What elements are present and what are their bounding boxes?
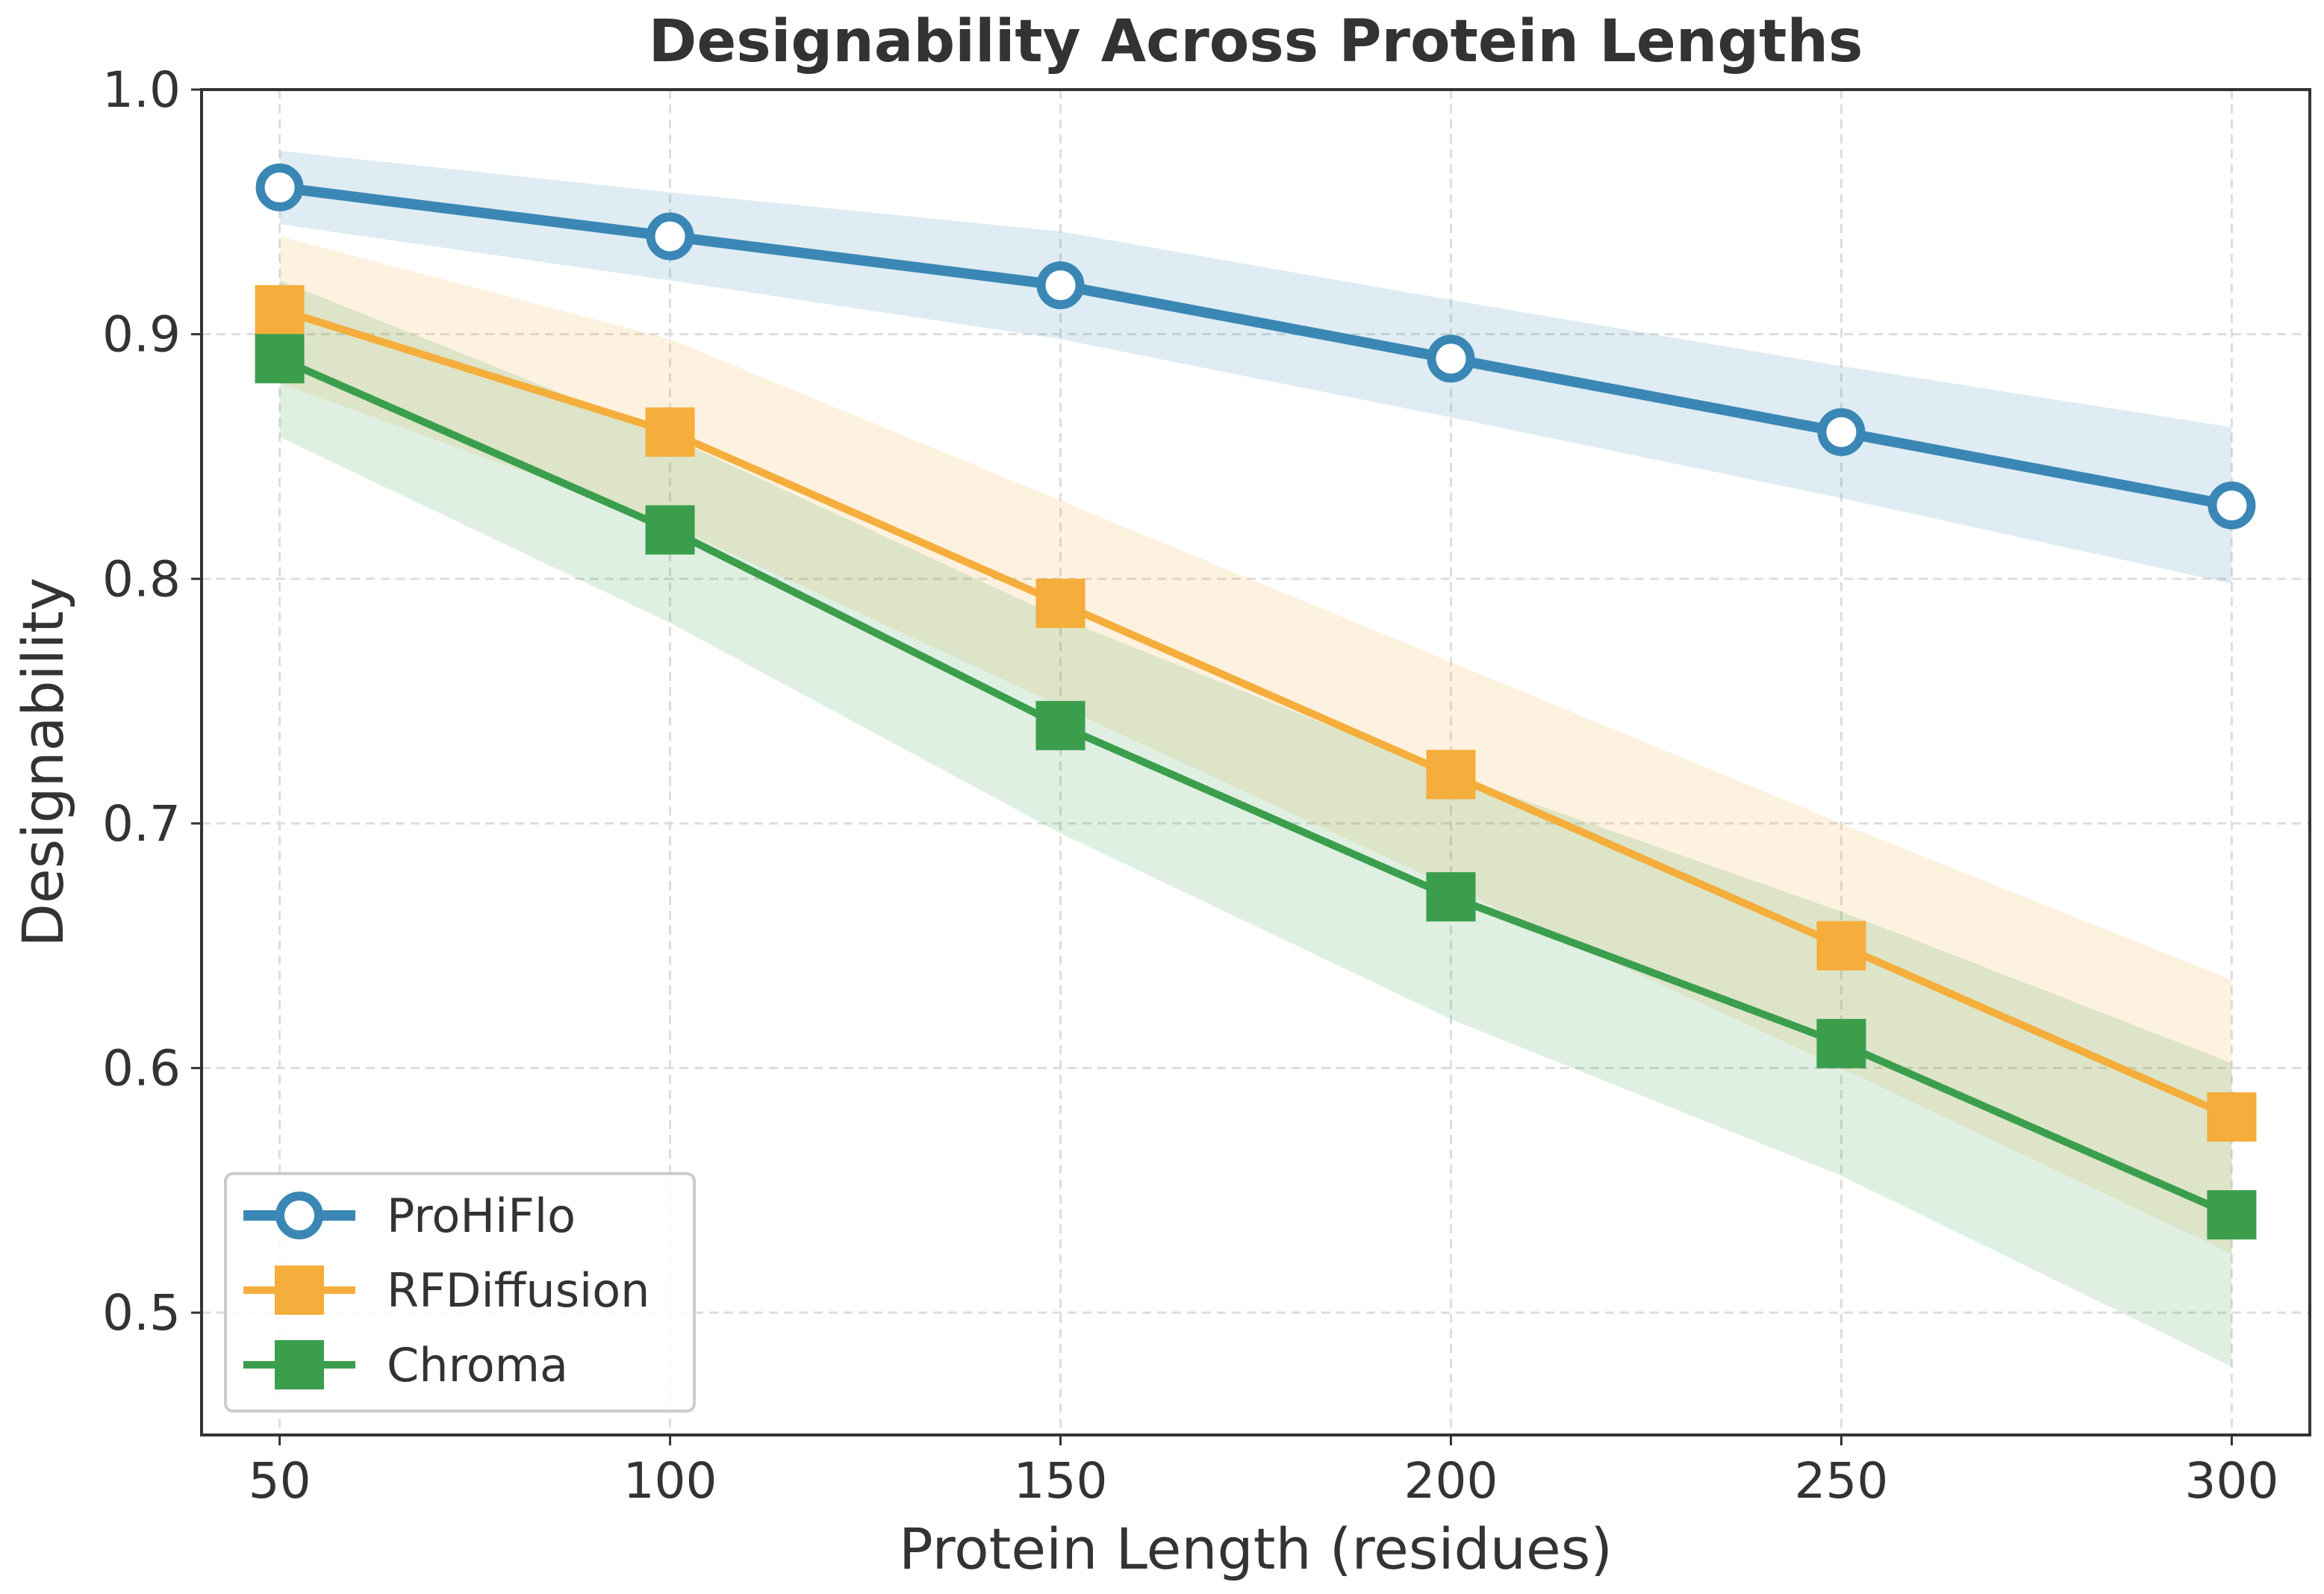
y-tick-label: 0.8: [102, 550, 181, 608]
legend-marker-prohiflo: [275, 1192, 323, 1239]
prohiflo-point: [255, 164, 304, 212]
x-tick-label: 300: [2184, 1452, 2278, 1510]
legend-label-chroma: Chroma: [387, 1338, 568, 1392]
chart-title: Designability Across Protein Lengths: [649, 8, 1863, 75]
rfdiffusion-confidence-band: [279, 236, 2232, 1254]
rfdiffusion-point: [255, 284, 305, 334]
prohiflo-line: [278, 182, 2233, 511]
legend-label-rfdiffusion: RFDiffusion: [387, 1263, 649, 1318]
legend-label-prohiflo: ProHiFlo: [387, 1189, 576, 1243]
y-axis-label: Designability: [10, 577, 76, 947]
y-tick-label: 0.5: [102, 1284, 181, 1342]
chroma-point: [1426, 872, 1476, 922]
rfdiffusion-line: [278, 306, 2234, 1121]
rfdiffusion-point: [645, 407, 695, 457]
chroma-point: [255, 334, 305, 384]
chroma-point: [1816, 1018, 1866, 1068]
rfdiffusion-point: [1035, 579, 1085, 629]
plot-area-frame: [200, 88, 2311, 1436]
chroma-point: [645, 505, 695, 555]
x-axis-label: Protein Length (residues): [899, 1516, 1613, 1582]
legend-marker-rfdiffusion: [275, 1265, 324, 1315]
y-tick-label: 1.0: [102, 61, 181, 119]
rfdiffusion-point: [2207, 1092, 2257, 1142]
chroma-point: [2207, 1190, 2257, 1240]
series-markers: [255, 164, 2257, 1240]
prohiflo-point: [1036, 261, 1085, 310]
prohiflo-confidence-band: [279, 150, 2232, 584]
rfdiffusion-point: [1816, 921, 1866, 971]
y-tick-label: 0.9: [102, 306, 181, 364]
prohiflo-point: [1427, 334, 1475, 383]
x-tick-label: 50: [249, 1452, 311, 1510]
y-tick-label: 0.6: [102, 1040, 181, 1098]
x-tick-label: 250: [1794, 1452, 1888, 1510]
confidence-bands: [279, 150, 2232, 1367]
x-tick-label: 150: [1014, 1452, 1108, 1510]
legend-marker-chroma: [275, 1340, 324, 1389]
rfdiffusion-point: [1426, 750, 1476, 800]
prohiflo-point: [1817, 408, 1866, 456]
x-tick-label: 100: [623, 1452, 717, 1510]
chroma-line: [278, 355, 2234, 1218]
prohiflo-point: [646, 212, 694, 261]
x-tick-label: 200: [1404, 1452, 1498, 1510]
series-lines: [278, 182, 2234, 1218]
axis-ticks: 50 100 150 200 250 300 0.5 0.6 0.7 0.8 0.9 1.0: [102, 61, 2278, 1510]
legend-box: [224, 1172, 696, 1413]
chroma-point: [1035, 700, 1085, 750]
prohiflo-point: [2208, 481, 2256, 529]
chroma-confidence-band: [279, 280, 2232, 1367]
y-tick-label: 0.7: [102, 795, 181, 853]
legend: ProHiFlo RFDiffusion Chroma: [224, 1172, 696, 1413]
